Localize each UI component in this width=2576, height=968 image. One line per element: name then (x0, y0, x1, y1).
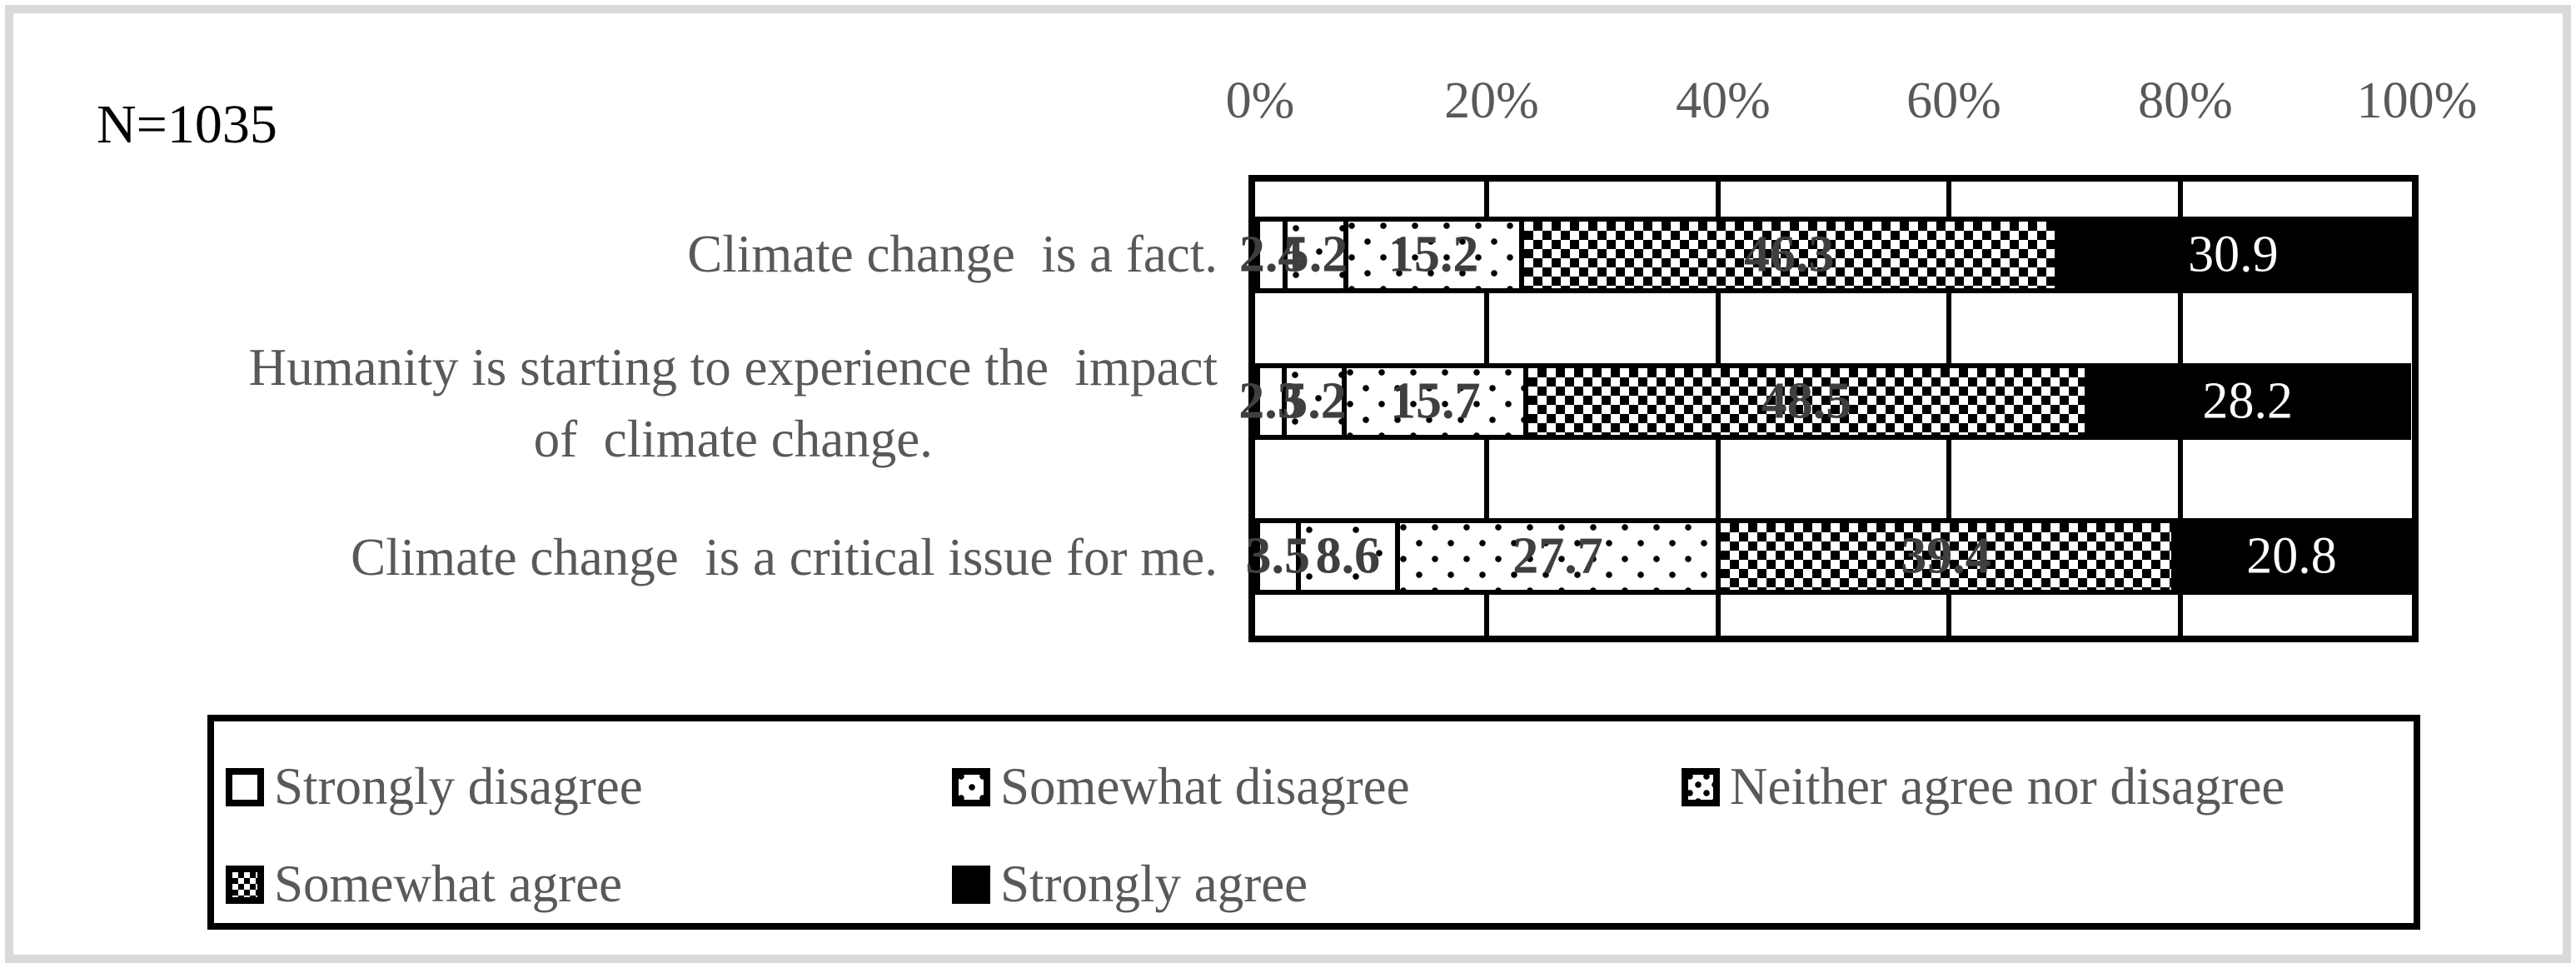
bar-row-fact: 2.4 5.2 15.2 46.3 30.9 (1239, 217, 2412, 293)
bar-row-humanity: 2.3 5.2 15.7 48.5 28.2 (1238, 363, 2412, 440)
data-label: 2.3 (1238, 372, 1303, 430)
bar-segment: 46.3 (1518, 217, 2055, 293)
legend-item-somewhat-disagree: Somewhat disagree (952, 756, 1410, 817)
x-tick-label-0: 0% (1225, 72, 1295, 129)
legend-item-strongly-disagree: Strongly disagree (226, 756, 643, 817)
bar-segment: 20.8 (2171, 518, 2412, 595)
bar-segment: 5.2 (1281, 363, 1347, 440)
bar-segment: 2.3 (1238, 363, 1303, 440)
legend-label: Neither agree nor disagree (1730, 757, 2285, 816)
sample-size-label: N=1035 (97, 94, 277, 155)
data-label: 5.2 (1283, 226, 1348, 283)
category-label-humanity: Humanity is starting to experience the i… (248, 338, 1218, 468)
legend-box: Strongly disagree Somewhat disagree Neit… (207, 715, 2420, 930)
x-tick-label-40: 40% (1676, 72, 1771, 129)
legend-label: Somewhat disagree (1000, 757, 1410, 816)
legend-label: Somewhat agree (274, 855, 623, 913)
bar-segment: 30.9 (2054, 217, 2412, 293)
bar-segment: 39.4 (1715, 518, 2172, 595)
bar-segment: 15.7 (1342, 363, 1524, 440)
data-label: 8.6 (1315, 527, 1381, 585)
legend-label: Strongly agree (1000, 855, 1308, 913)
data-label: 3.5 (1245, 527, 1311, 585)
figure-frame: N=1035 0% 20% 40% 60% 80% 100% Climate c… (5, 5, 2571, 963)
data-label: 27.7 (1512, 527, 1603, 585)
x-tick-label-80: 80% (2138, 72, 2233, 129)
checker-swatch-icon (226, 865, 264, 904)
x-tick-label-100: 100% (2356, 72, 2478, 129)
legend-item-neither: Neither agree nor disagree (1682, 756, 2285, 817)
data-label: 46.3 (1743, 226, 1835, 283)
white-square-swatch-icon (226, 767, 264, 806)
data-label: 20.8 (2246, 527, 2337, 585)
plot-area: 2.4 5.2 15.2 46.3 30.9 2.3 5.2 15.7 48.5… (1238, 175, 2419, 642)
black-square-swatch-icon (952, 865, 990, 904)
data-label: 15.2 (1388, 226, 1479, 283)
x-tick-label-60: 60% (1906, 72, 2001, 129)
legend-label: Strongly disagree (274, 757, 643, 816)
legend-item-somewhat-agree: Somewhat agree (226, 854, 622, 915)
data-label: 2.4 (1238, 226, 1304, 283)
x-tick-label-20: 20% (1444, 72, 1539, 129)
data-label: 15.7 (1389, 372, 1481, 430)
bar-segment: 8.6 (1295, 518, 1396, 595)
bar-segment: 3.5 (1246, 518, 1310, 595)
bar-row-critical: 3.5 8.6 27.7 39.4 20.8 (1246, 518, 2412, 595)
bar-segment: 27.7 (1395, 518, 1716, 595)
category-label-fact: Climate change is a fact. (687, 225, 1218, 283)
legend-item-strongly-agree: Strongly agree (952, 854, 1308, 915)
bar-segment: 15.2 (1343, 217, 1519, 293)
sparse-dots-swatch-icon (952, 767, 990, 806)
data-label: 5.2 (1282, 372, 1347, 430)
bar-segment: 5.2 (1283, 217, 1348, 293)
data-label: 39.4 (1901, 527, 1991, 585)
data-label: 28.2 (2202, 372, 2293, 430)
data-label: 30.9 (2188, 226, 2279, 283)
dots-swatch-icon (1682, 767, 1720, 806)
category-label-critical: Climate change is a critical issue for m… (351, 528, 1218, 586)
bar-segment: 2.4 (1239, 217, 1303, 293)
bar-segment: 48.5 (1523, 363, 2085, 440)
data-label: 48.5 (1761, 372, 1852, 430)
bar-segment: 28.2 (2084, 363, 2411, 440)
